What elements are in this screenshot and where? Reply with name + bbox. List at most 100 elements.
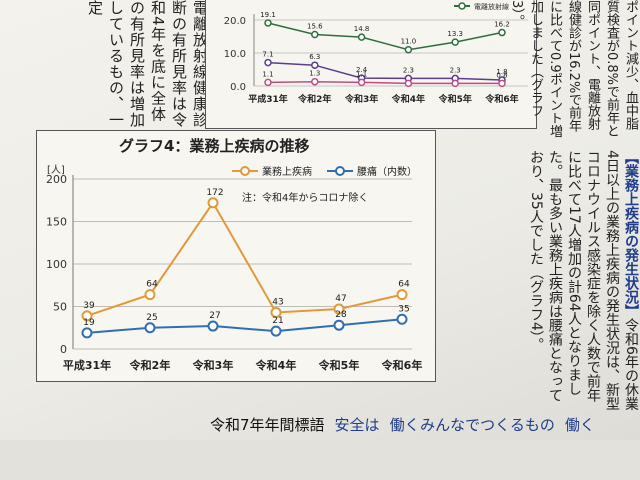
y-tick-label: 0.0 — [230, 82, 246, 93]
section-body: 令和6年の休業4日以上の業務上疾病の発生状況は、新型コロナウイルス感染症を除く人… — [528, 150, 639, 411]
data-point — [311, 77, 319, 86]
data-label: 1.8 — [496, 68, 507, 76]
data-label: 64 — [146, 280, 158, 290]
legend-entry-label: 腰痛（内数） — [357, 165, 417, 178]
legend-swatch-marker — [458, 2, 466, 10]
data-point — [144, 322, 156, 334]
prose-right: ポイント減少、血中脂質検査が0.8%で前年と同ポイント、電離放射線健診が16.2… — [509, 0, 638, 138]
slogan-label: 令和7年年間標語 — [210, 416, 325, 434]
x-tick-label: 令和6年 — [381, 358, 423, 372]
data-label: 35 — [398, 304, 409, 314]
data-point — [207, 197, 219, 209]
x-tick-label: 令和5年 — [438, 93, 472, 105]
data-label: 25 — [146, 313, 157, 323]
y-tick-label: 200 — [46, 173, 67, 186]
series-line — [267, 80, 502, 85]
data-point — [333, 319, 345, 331]
legend-swatch-marker — [240, 166, 250, 176]
y-tick-label: 100 — [46, 258, 67, 271]
data-point — [396, 313, 408, 325]
data-label: 21 — [272, 316, 283, 326]
legend-entry-label: 電離放射線 — [474, 2, 509, 11]
data-point — [264, 58, 272, 67]
data-point — [357, 78, 366, 87]
x-tick-label: 令和3年 — [344, 93, 378, 105]
data-label: 47 — [335, 294, 346, 304]
prose-top: 電離放射線健康診断の有所見率は令和4年を底に全体の有所見率は増加しているもの、一… — [86, 0, 209, 128]
data-label: 19.1 — [260, 11, 276, 19]
y-tick-label: 10.0 — [224, 49, 246, 60]
data-point — [404, 79, 413, 88]
data-label: 27 — [209, 311, 220, 321]
data-point — [311, 61, 319, 69]
slogan-trail: 働く — [564, 416, 595, 434]
bottom-strip — [0, 440, 640, 480]
data-point — [357, 33, 366, 41]
x-tick-label: 令和6年 — [484, 93, 518, 105]
legend-entry-label: 業務上疾病 — [262, 165, 312, 178]
top-chart-panel: 0.0 10.0 20.0 平成31年 令和2年 令和3年 令和4年 令和5年 令和6年 電離放射… — [205, 0, 537, 129]
slogan-safety: 安全は — [334, 416, 380, 434]
data-point — [498, 79, 506, 88]
data-label: 172 — [206, 188, 223, 198]
data-point — [144, 289, 156, 301]
data-point — [207, 320, 219, 332]
data-point — [81, 327, 93, 339]
top-chart-svg: 0.0 10.0 20.0 平成31年 令和2年 令和3年 令和4年 令和5年 令和6年 電離放射… — [224, 2, 528, 105]
data-label: 1.3 — [309, 70, 320, 78]
data-point — [264, 78, 272, 87]
main-chart-svg: 0 50 100 150 200[人] 平成31年 令和2年 令和3年 令和4年 令和5年 令和6年… — [46, 164, 423, 372]
data-label: 2.4 — [356, 66, 368, 74]
x-tick-label: 令和4年 — [255, 358, 297, 372]
section-heading: 【業務上疾病の発生状況】 — [623, 150, 639, 318]
data-label: 39 — [83, 301, 95, 311]
chart-annotation: 注：令和4年からコロナ除く — [242, 191, 368, 204]
data-point — [264, 19, 272, 27]
data-label: 28 — [335, 310, 347, 320]
chart-title: グラフ4：業務上疾病の推移 — [119, 137, 310, 155]
data-label: 2.3 — [403, 66, 414, 74]
x-tick-label: 令和2年 — [297, 93, 331, 105]
data-label: 64 — [398, 280, 410, 290]
data-label: 0.8 — [496, 71, 507, 79]
data-point — [270, 325, 282, 337]
x-tick-label: 令和5年 — [318, 358, 360, 372]
y-axis-label: [人] — [47, 164, 65, 176]
data-point — [404, 45, 413, 54]
data-point — [311, 30, 319, 39]
legend-swatch-marker — [335, 166, 345, 176]
x-tick-label: 令和3年 — [192, 358, 234, 372]
y-tick-label: 50 — [53, 301, 67, 314]
data-label: 6.3 — [309, 53, 320, 61]
data-label: 16.2 — [494, 21, 510, 29]
prose-right2: 【業務上疾病の発生状況】令和6年の休業4日以上の業務上疾病の発生状況は、新型コロ… — [446, 150, 640, 412]
y-tick-label: 0 — [60, 343, 67, 356]
data-label: 1.1 — [262, 70, 273, 78]
y-tick-label: 20.0 — [224, 16, 246, 27]
footer-slogan-bar: 令和7年年間標語 安全は 働くみんなでつくるもの 働く — [210, 414, 640, 438]
data-label: 14.8 — [354, 25, 370, 33]
data-label: 1.1 — [356, 70, 367, 78]
series-line — [267, 22, 503, 51]
x-tick-label: 平成31年 — [248, 93, 288, 105]
x-tick-label: 令和2年 — [129, 358, 171, 372]
data-label: 19 — [83, 318, 95, 328]
data-point — [270, 306, 282, 318]
data-point — [451, 79, 459, 88]
main-chart-panel: グラフ4：業務上疾病の推移 0 50 100 150 200 [人] 平成31年 令和2年 令和… — [36, 130, 436, 382]
x-tick-label: 平成31年 — [63, 358, 111, 372]
series-line-back-pain — [86, 318, 403, 334]
data-point — [333, 303, 345, 315]
data-label: 2.3 — [450, 66, 461, 74]
data-point — [451, 38, 459, 46]
data-label: 11.0 — [401, 38, 417, 46]
y-tick-label: 150 — [46, 216, 67, 229]
series-line-occupational-disease — [86, 200, 403, 317]
series-line — [267, 61, 503, 81]
data-point — [396, 289, 408, 301]
data-label: 43 — [272, 297, 283, 307]
data-label: 13.3 — [447, 30, 463, 38]
data-point — [81, 310, 93, 322]
data-label: 7.1 — [262, 51, 273, 59]
